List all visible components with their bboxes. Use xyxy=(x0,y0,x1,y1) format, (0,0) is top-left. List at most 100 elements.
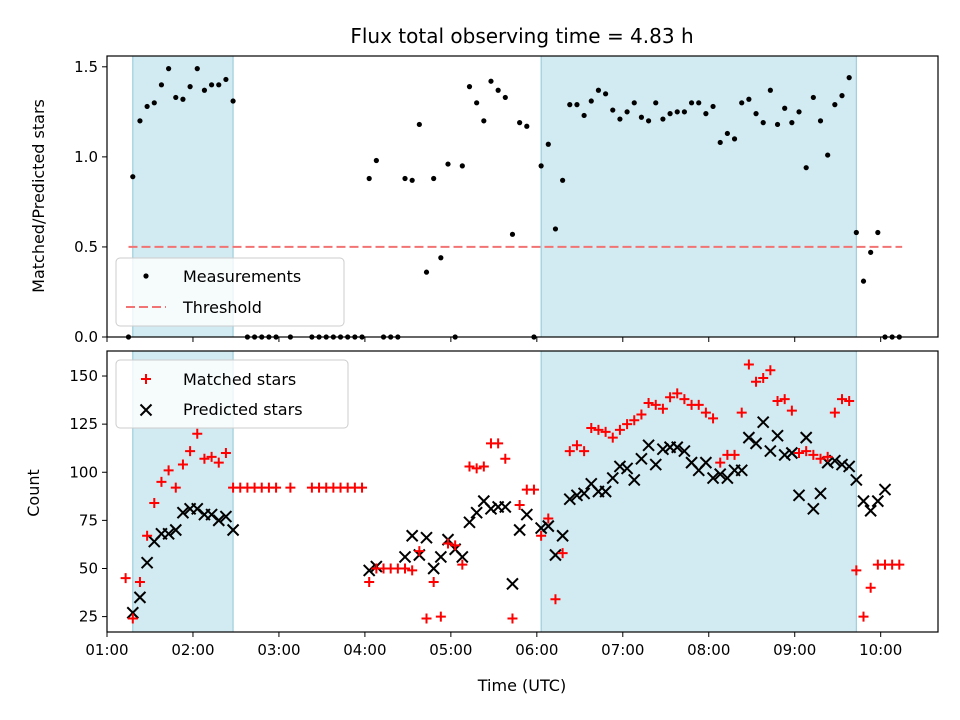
legend-measurement-marker xyxy=(143,273,149,279)
measurement-point xyxy=(753,111,759,117)
predicted-star-point xyxy=(520,508,534,521)
measurement-point xyxy=(201,87,208,93)
predicted-star-point xyxy=(842,460,856,473)
predicted-star-point xyxy=(635,452,648,465)
count-y-tick-label: 75 xyxy=(79,511,98,529)
matched-star-point xyxy=(643,397,654,408)
matched-star-point xyxy=(786,405,797,416)
count-x-tick-label: 05:00 xyxy=(429,641,472,659)
count-y-tick-label: 100 xyxy=(69,463,98,481)
matched-star-point xyxy=(414,546,425,557)
measurement-point xyxy=(423,269,430,275)
ratio-y-tick-label: 0.0 xyxy=(74,328,98,346)
predicted-star-point xyxy=(549,548,562,562)
ratio-y-tick-label: 1.5 xyxy=(74,58,98,76)
predicted-star-point xyxy=(850,473,863,487)
matched-star-point xyxy=(557,548,568,559)
matched-star-point xyxy=(528,484,539,495)
matched-star-point xyxy=(736,407,747,418)
matched-star-point xyxy=(629,415,640,426)
matched-star-point xyxy=(564,446,575,457)
measurement-point xyxy=(223,76,229,83)
matched-star-point xyxy=(622,419,633,430)
predicted-star-point xyxy=(219,510,233,523)
predicted-star-point xyxy=(169,523,182,537)
matched-star-point xyxy=(185,446,196,457)
predicted-star-point xyxy=(835,458,849,471)
measurement-point xyxy=(144,103,150,110)
measurement-point xyxy=(846,75,852,81)
measurement-point xyxy=(631,100,637,106)
measurement-point xyxy=(617,116,623,122)
predicted-star-point xyxy=(434,550,448,564)
matched-star-point xyxy=(163,465,174,476)
matched-star-point xyxy=(142,530,153,541)
matched-star-point xyxy=(134,576,145,587)
matched-star-point xyxy=(156,476,167,487)
matched-star-point xyxy=(808,449,819,460)
predicted-star-point xyxy=(613,460,627,473)
predicted-star-point xyxy=(792,489,806,502)
matched-star-point xyxy=(493,438,504,449)
matched-star-point xyxy=(127,613,138,624)
predicted-star-point xyxy=(463,516,476,529)
count-y-axis-label: Count xyxy=(24,469,43,517)
measurement-point xyxy=(825,152,831,158)
matched-star-point xyxy=(801,446,812,457)
measurement-point xyxy=(488,78,494,84)
x-axis-label: Time (UTC) xyxy=(477,676,566,695)
predicted-star-point xyxy=(649,458,662,471)
measurement-point xyxy=(696,100,702,106)
legend-predicted-label: Predicted stars xyxy=(183,400,303,419)
matched-star-point xyxy=(858,611,869,622)
matched-star-point xyxy=(600,426,611,437)
measurement-point xyxy=(416,121,422,128)
matched-star-point xyxy=(177,459,188,470)
measurement-point xyxy=(674,109,680,115)
measurement-point xyxy=(595,87,602,93)
count-x-tick-label: 08:00 xyxy=(687,641,730,659)
matched-star-point xyxy=(471,463,482,474)
measurement-point xyxy=(739,100,745,106)
matched-star-point xyxy=(450,540,461,551)
matched-star-point xyxy=(794,448,805,459)
measurement-point xyxy=(180,96,186,102)
predicted-star-point xyxy=(212,514,225,527)
predicted-star-point xyxy=(563,492,576,506)
matched-star-point xyxy=(206,451,217,462)
count-x-tick-label: 09:00 xyxy=(773,641,816,659)
measurement-point xyxy=(208,82,215,88)
measurement-point xyxy=(645,118,652,124)
matched-star-point xyxy=(822,451,833,462)
predicted-star-point xyxy=(656,442,670,456)
matched-star-point xyxy=(220,448,231,459)
matched-star-point xyxy=(550,594,561,605)
predicted-star-point xyxy=(126,606,139,619)
predicted-star-point xyxy=(599,485,612,498)
count-y-tick-label: 25 xyxy=(79,608,98,626)
predicted-star-point xyxy=(878,483,892,496)
predicted-star-point xyxy=(162,527,175,541)
predicted-star-point xyxy=(807,502,820,516)
measurement-point xyxy=(481,118,487,124)
measurement-point xyxy=(810,94,816,101)
measurement-point xyxy=(466,84,473,90)
measurement-point xyxy=(688,100,695,106)
predicted-star-point xyxy=(534,521,548,535)
matched-star-point xyxy=(579,446,590,457)
predicted-star-point xyxy=(620,462,634,475)
measurement-point xyxy=(710,103,716,110)
measurement-point xyxy=(774,121,781,128)
predicted-star-point xyxy=(628,473,641,487)
count-x-tick-label: 10:00 xyxy=(859,641,902,659)
matched-star-point xyxy=(650,399,661,410)
count-y-tick-label: 50 xyxy=(79,559,98,577)
predicted-star-point xyxy=(799,431,813,444)
measurement-point xyxy=(760,120,766,126)
count-observing-band xyxy=(541,351,857,632)
ratio-panel: 0.0 0.5 1.0 1.5 Matched/Predicted stars Mea… xyxy=(29,55,939,346)
measurement-point xyxy=(187,84,193,90)
predicted-star-point xyxy=(871,494,885,508)
measurement-point xyxy=(538,163,544,169)
